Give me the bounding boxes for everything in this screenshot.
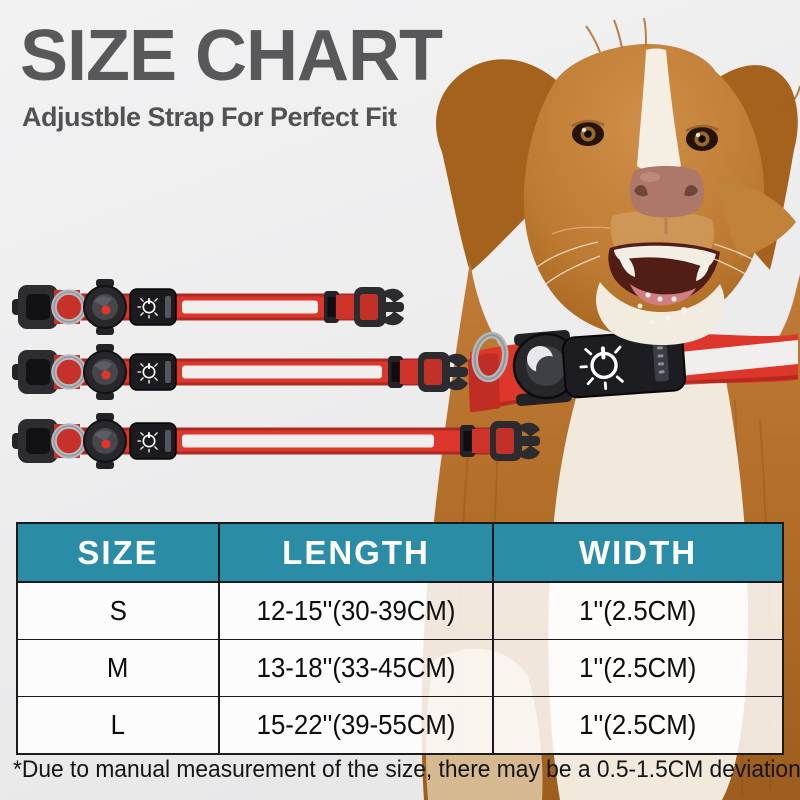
dog-mouth — [608, 242, 720, 306]
width-cell: 1''(2.5CM) — [492, 639, 784, 697]
width-cell: 1''(2.5CM) — [492, 696, 784, 755]
dog-nose — [629, 166, 704, 234]
length-cell: 13-18''(33-45CM) — [218, 639, 494, 697]
dog-collar — [468, 329, 799, 412]
width-cell: 1''(2.5CM) — [492, 581, 784, 640]
size-cell: M — [16, 639, 220, 697]
page-subtitle: Adjustble Strap For Perfect Fit — [22, 102, 397, 132]
dog-chin — [596, 282, 725, 346]
dog-blaze — [637, 48, 681, 173]
measurement-disclaimer: *Due to manual measurement of the size, … — [13, 756, 800, 783]
dog-left-ear — [436, 59, 556, 272]
header-size: SIZE — [16, 522, 220, 583]
collar-image-medium — [12, 344, 468, 400]
collar-image-large — [12, 413, 540, 469]
table-row-m: M 13-18''(33-45CM) 1''(2.5CM) — [16, 639, 784, 697]
collar-reflective-stripe — [680, 340, 798, 376]
led-module — [561, 329, 687, 399]
size-table-header-row: SIZE LENGTH WIDTH — [16, 522, 784, 583]
d-ring-icon — [471, 331, 509, 383]
size-cell: S — [16, 581, 220, 640]
dog-whiskers — [535, 226, 773, 287]
length-cell: 12-15''(30-39CM) — [218, 581, 494, 640]
header-width: WIDTH — [492, 522, 784, 583]
size-cell: L — [16, 696, 220, 755]
length-cell: 15-22''(39-55CM) — [218, 696, 494, 755]
airtag-holder — [512, 329, 580, 407]
table-row-s: S 12-15''(30-39CM) 1''(2.5CM) — [16, 581, 784, 640]
header-length: LENGTH — [218, 522, 494, 583]
dog-right-eye — [685, 124, 719, 151]
page-title: SIZE CHART — [20, 16, 443, 96]
dog-head — [523, 17, 796, 346]
table-row-l: L 15-22''(39-55CM) 1''(2.5CM) — [16, 696, 784, 755]
collar-image-small — [12, 279, 404, 335]
size-table: SIZE LENGTH WIDTH S 12-15''(30-39CM) 1''… — [16, 522, 784, 755]
dog-left-eye — [571, 119, 605, 146]
